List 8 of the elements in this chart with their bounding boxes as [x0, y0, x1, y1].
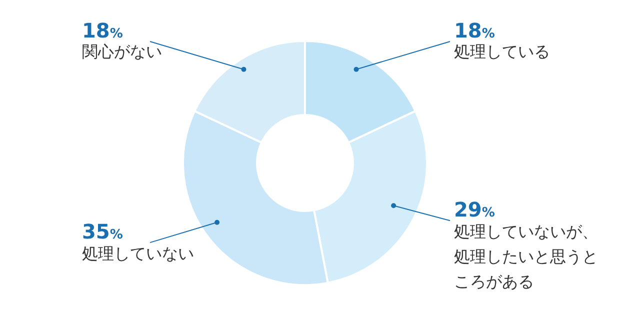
data-label: 35% — [82, 220, 123, 244]
data-label: 18% — [454, 18, 495, 42]
data-label: 18% — [82, 18, 123, 42]
slice-label: 処理していないが、処理したいと思うところがある — [454, 222, 598, 291]
slice-label: 処理している — [454, 42, 550, 62]
slice-label: 処理していない — [82, 244, 194, 263]
slice-label: 関心がない — [82, 42, 162, 62]
data-label: 29% — [454, 198, 495, 222]
